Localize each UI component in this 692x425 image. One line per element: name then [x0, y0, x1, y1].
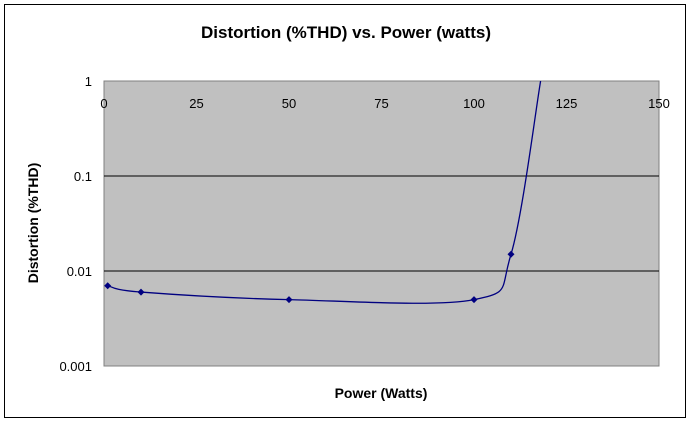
gridlines	[104, 175, 659, 272]
y-axis-ticks: 1 0.1 0.01 0.001	[59, 74, 92, 374]
x-tick-label: 125	[556, 96, 578, 111]
y-axis-label: Distortion (%THD)	[25, 163, 41, 284]
series-line	[107, 80, 542, 304]
x-axis-label: Power (Watts)	[335, 385, 428, 401]
series-group	[104, 80, 542, 304]
data-point-marker	[507, 250, 515, 258]
data-point-marker	[137, 288, 145, 296]
x-tick-label: 150	[648, 96, 670, 111]
y-tick-label: 0.1	[74, 169, 92, 184]
x-tick-label: 75	[374, 96, 388, 111]
x-tick-label: 0	[100, 96, 107, 111]
x-tick-label: 25	[189, 96, 203, 111]
x-tick-label: 50	[282, 96, 296, 111]
y-tick-label: 0.001	[59, 359, 92, 374]
data-point-marker	[285, 296, 293, 304]
data-point-marker	[104, 282, 112, 290]
data-point-marker	[470, 296, 478, 304]
chart-title: Distortion (%THD) vs. Power (watts)	[201, 23, 491, 42]
y-tick-label: 1	[85, 74, 92, 89]
x-tick-label: 100	[463, 96, 485, 111]
plot-area	[103, 80, 660, 367]
y-tick-label: 0.01	[67, 264, 92, 279]
x-axis-ticks: 0 25 50 75 100 125 150	[100, 96, 669, 111]
